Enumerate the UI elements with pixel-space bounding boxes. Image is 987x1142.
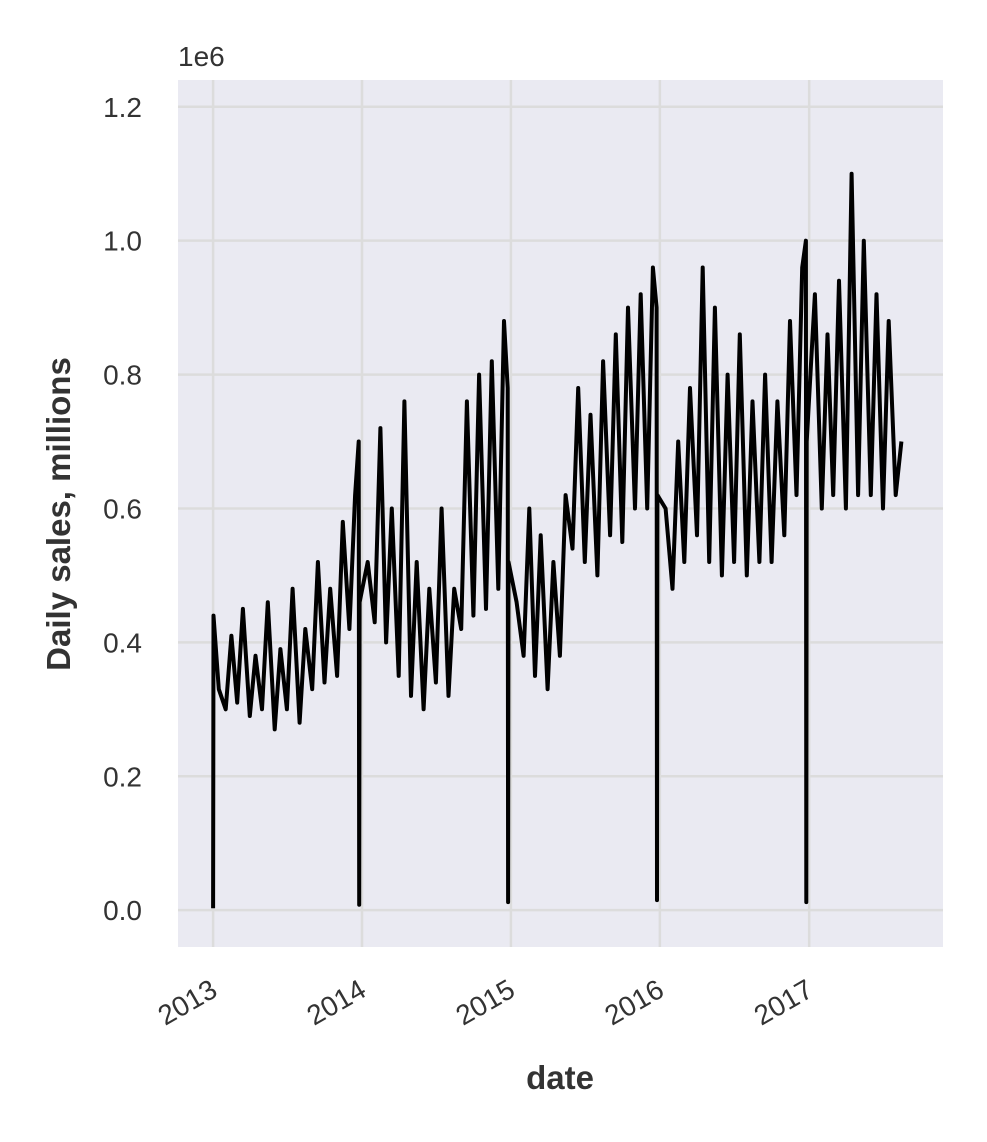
y-tick-label: 0.6 xyxy=(103,493,142,524)
x-tick-label: 2016 xyxy=(599,973,668,1031)
x-tick-label: 2017 xyxy=(749,973,818,1031)
series-group xyxy=(211,171,904,909)
x-axis-title: date xyxy=(526,1059,594,1096)
y-offset-label: 1e6 xyxy=(178,41,225,72)
y-tick-label: 0.8 xyxy=(103,360,142,391)
y-tick-label: 0.0 xyxy=(103,895,142,926)
y-tick-label: 1.2 xyxy=(103,92,142,123)
x-tick-label: 2014 xyxy=(302,973,371,1031)
y-tick-label: 0.4 xyxy=(103,627,142,658)
daily-sales-line xyxy=(211,171,904,909)
y-axis-title: Daily sales, millions xyxy=(40,357,77,671)
plot-background xyxy=(178,80,943,947)
y-tick-label: 1.0 xyxy=(103,226,142,257)
x-tick-label: 2015 xyxy=(450,973,519,1031)
x-tick-label: 2013 xyxy=(153,973,222,1031)
x-tick-labels: 2013 2014 2015 2016 2017 xyxy=(153,973,819,1031)
y-tick-labels: 0.0 0.2 0.4 0.6 0.8 1.0 1.2 xyxy=(103,92,142,926)
y-tick-label: 0.2 xyxy=(103,761,142,792)
